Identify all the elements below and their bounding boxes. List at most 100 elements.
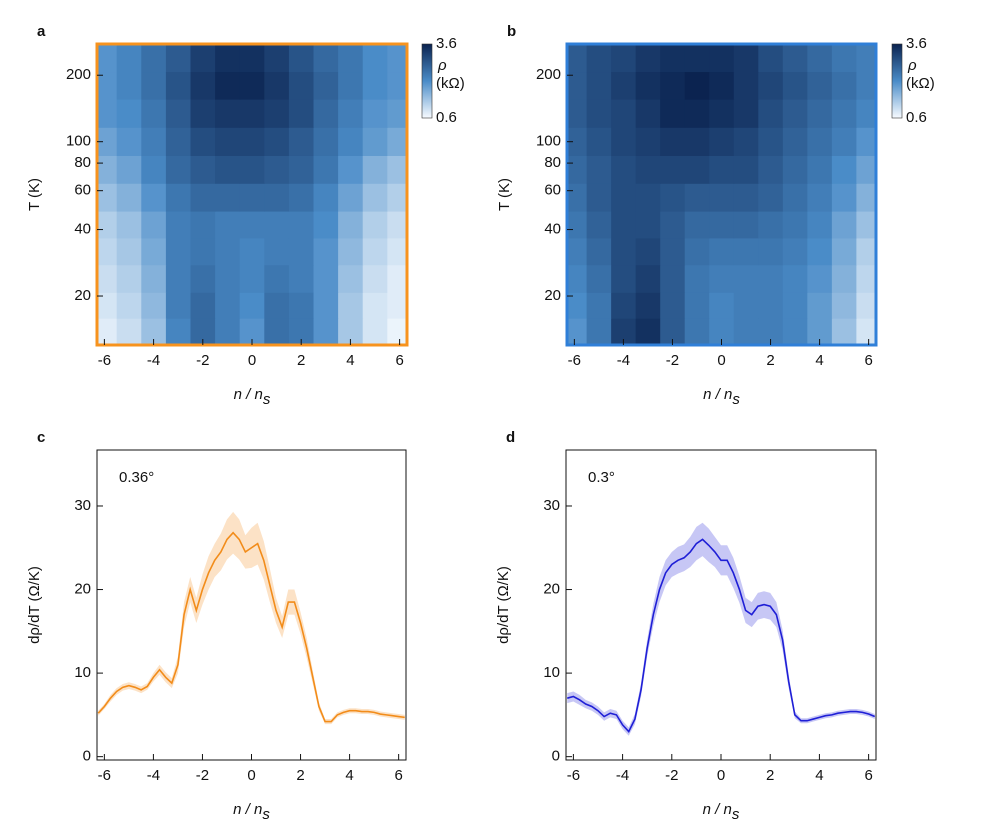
heatmap-cell [586,292,612,319]
heatmap-cell [611,71,637,100]
heatmap-cell [831,318,857,346]
heatmap-cell [586,318,612,346]
heatmap-cell [782,264,808,293]
x-tick-label: 4 [815,767,823,784]
heatmap-cell [313,211,339,239]
x-tick-label: 6 [394,767,402,784]
heatmap-cell [288,264,315,293]
x-axis-label-main: n / n [234,386,263,403]
heatmap-cell [611,237,637,266]
heatmap-cell [611,127,637,156]
heatmap-cell [141,292,167,319]
heatmap-cell [782,127,808,156]
heatmap-cell [856,99,877,128]
heatmap-cell [856,71,877,100]
panel-label: b [507,23,516,40]
panel-label: d [506,429,515,446]
heatmap-cell [567,99,588,128]
heatmap-cell [338,155,364,184]
heatmap-cell [387,264,408,293]
x-tick-label: 4 [345,767,353,784]
heatmap-cell [856,44,877,73]
heatmap-cell [733,292,759,319]
heatmap-cell [709,71,735,100]
x-tick-label: 0 [717,767,725,784]
heatmap-cell [782,155,808,184]
colorbar-label: ρ [907,57,917,74]
heatmap-cell [758,264,784,293]
heatmap-cell [807,44,833,73]
heatmap-cell [387,155,408,184]
heatmap-cell [190,127,216,156]
heatmap-cell [684,211,710,239]
heatmap-cell [758,183,784,212]
heatmap-cell [362,183,388,212]
heatmap-cell [264,155,290,184]
colorbar-tick-label: 3.6 [906,35,927,52]
heatmap-cell [288,292,315,319]
x-axis-label: n / ns [703,801,740,823]
y-tick-label: 10 [74,664,91,681]
heatmap-cell [239,71,265,100]
heatmap-cell [856,264,877,293]
heatmap-cell [116,155,142,184]
heatmap-cell [611,183,637,212]
heatmap-cell [190,155,216,184]
x-tick-label: -4 [617,352,630,369]
x-tick-label: 6 [864,767,872,784]
heatmap-cell [362,292,388,319]
x-tick-label: 4 [346,352,354,369]
heatmap-cell [635,292,661,319]
heatmap-cell [660,264,686,293]
x-tick-label: 2 [766,767,774,784]
heatmap-cell [807,127,833,156]
heatmap-cell [586,127,612,156]
x-axis-label-main: n / n [703,801,732,818]
heatmap-cell [313,71,339,100]
heatmap-cell [97,44,118,73]
heatmap-cell [782,183,808,212]
heatmap-cell [338,183,364,212]
heatmap-cell [97,318,118,346]
heatmap-cell [165,44,191,73]
heatmap-cell [782,318,808,346]
heatmap-cell [758,292,784,319]
x-tick-label: -4 [147,767,160,784]
heatmap-cell [831,211,857,239]
heatmap-cell [660,99,686,128]
y-tick-label: 100 [66,133,91,150]
heatmap-cell [215,292,241,319]
x-tick-label: 4 [815,352,823,369]
heatmap-cell [684,183,710,212]
y-axis-label: T (K) [496,178,513,211]
heatmap-cell [215,127,241,156]
heatmap-cell [782,292,808,319]
x-axis-label: n / ns [234,386,271,408]
heatmap-cell [733,99,759,128]
annotation: 0.36° [119,469,154,486]
heatmap-cell [733,127,759,156]
x-tick-label: -2 [666,352,679,369]
heatmap-cell [116,44,142,73]
x-tick-label: -2 [665,767,678,784]
heatmap-cell [264,211,290,239]
heatmap-cell [831,71,857,100]
heatmap-cell [611,155,637,184]
heatmap-cell [660,237,686,266]
heatmap-cell [586,71,612,100]
data-line [97,531,405,723]
heatmap-cell [567,155,588,184]
heatmap-cell [239,264,265,293]
heatmap-cell [709,127,735,156]
heatmap-cell [313,264,339,293]
y-tick-label: 40 [544,221,561,238]
x-axis-label: n / ns [703,386,740,408]
heatmap-cell [215,211,241,239]
heatmap-cell [141,237,167,266]
heatmap-cell [190,211,216,239]
x-axis-label-main: n / n [703,386,732,403]
x-tick-label: -4 [147,352,160,369]
heatmap-cell [141,264,167,293]
heatmap-cell [190,183,216,212]
heatmap-cell [288,44,315,73]
